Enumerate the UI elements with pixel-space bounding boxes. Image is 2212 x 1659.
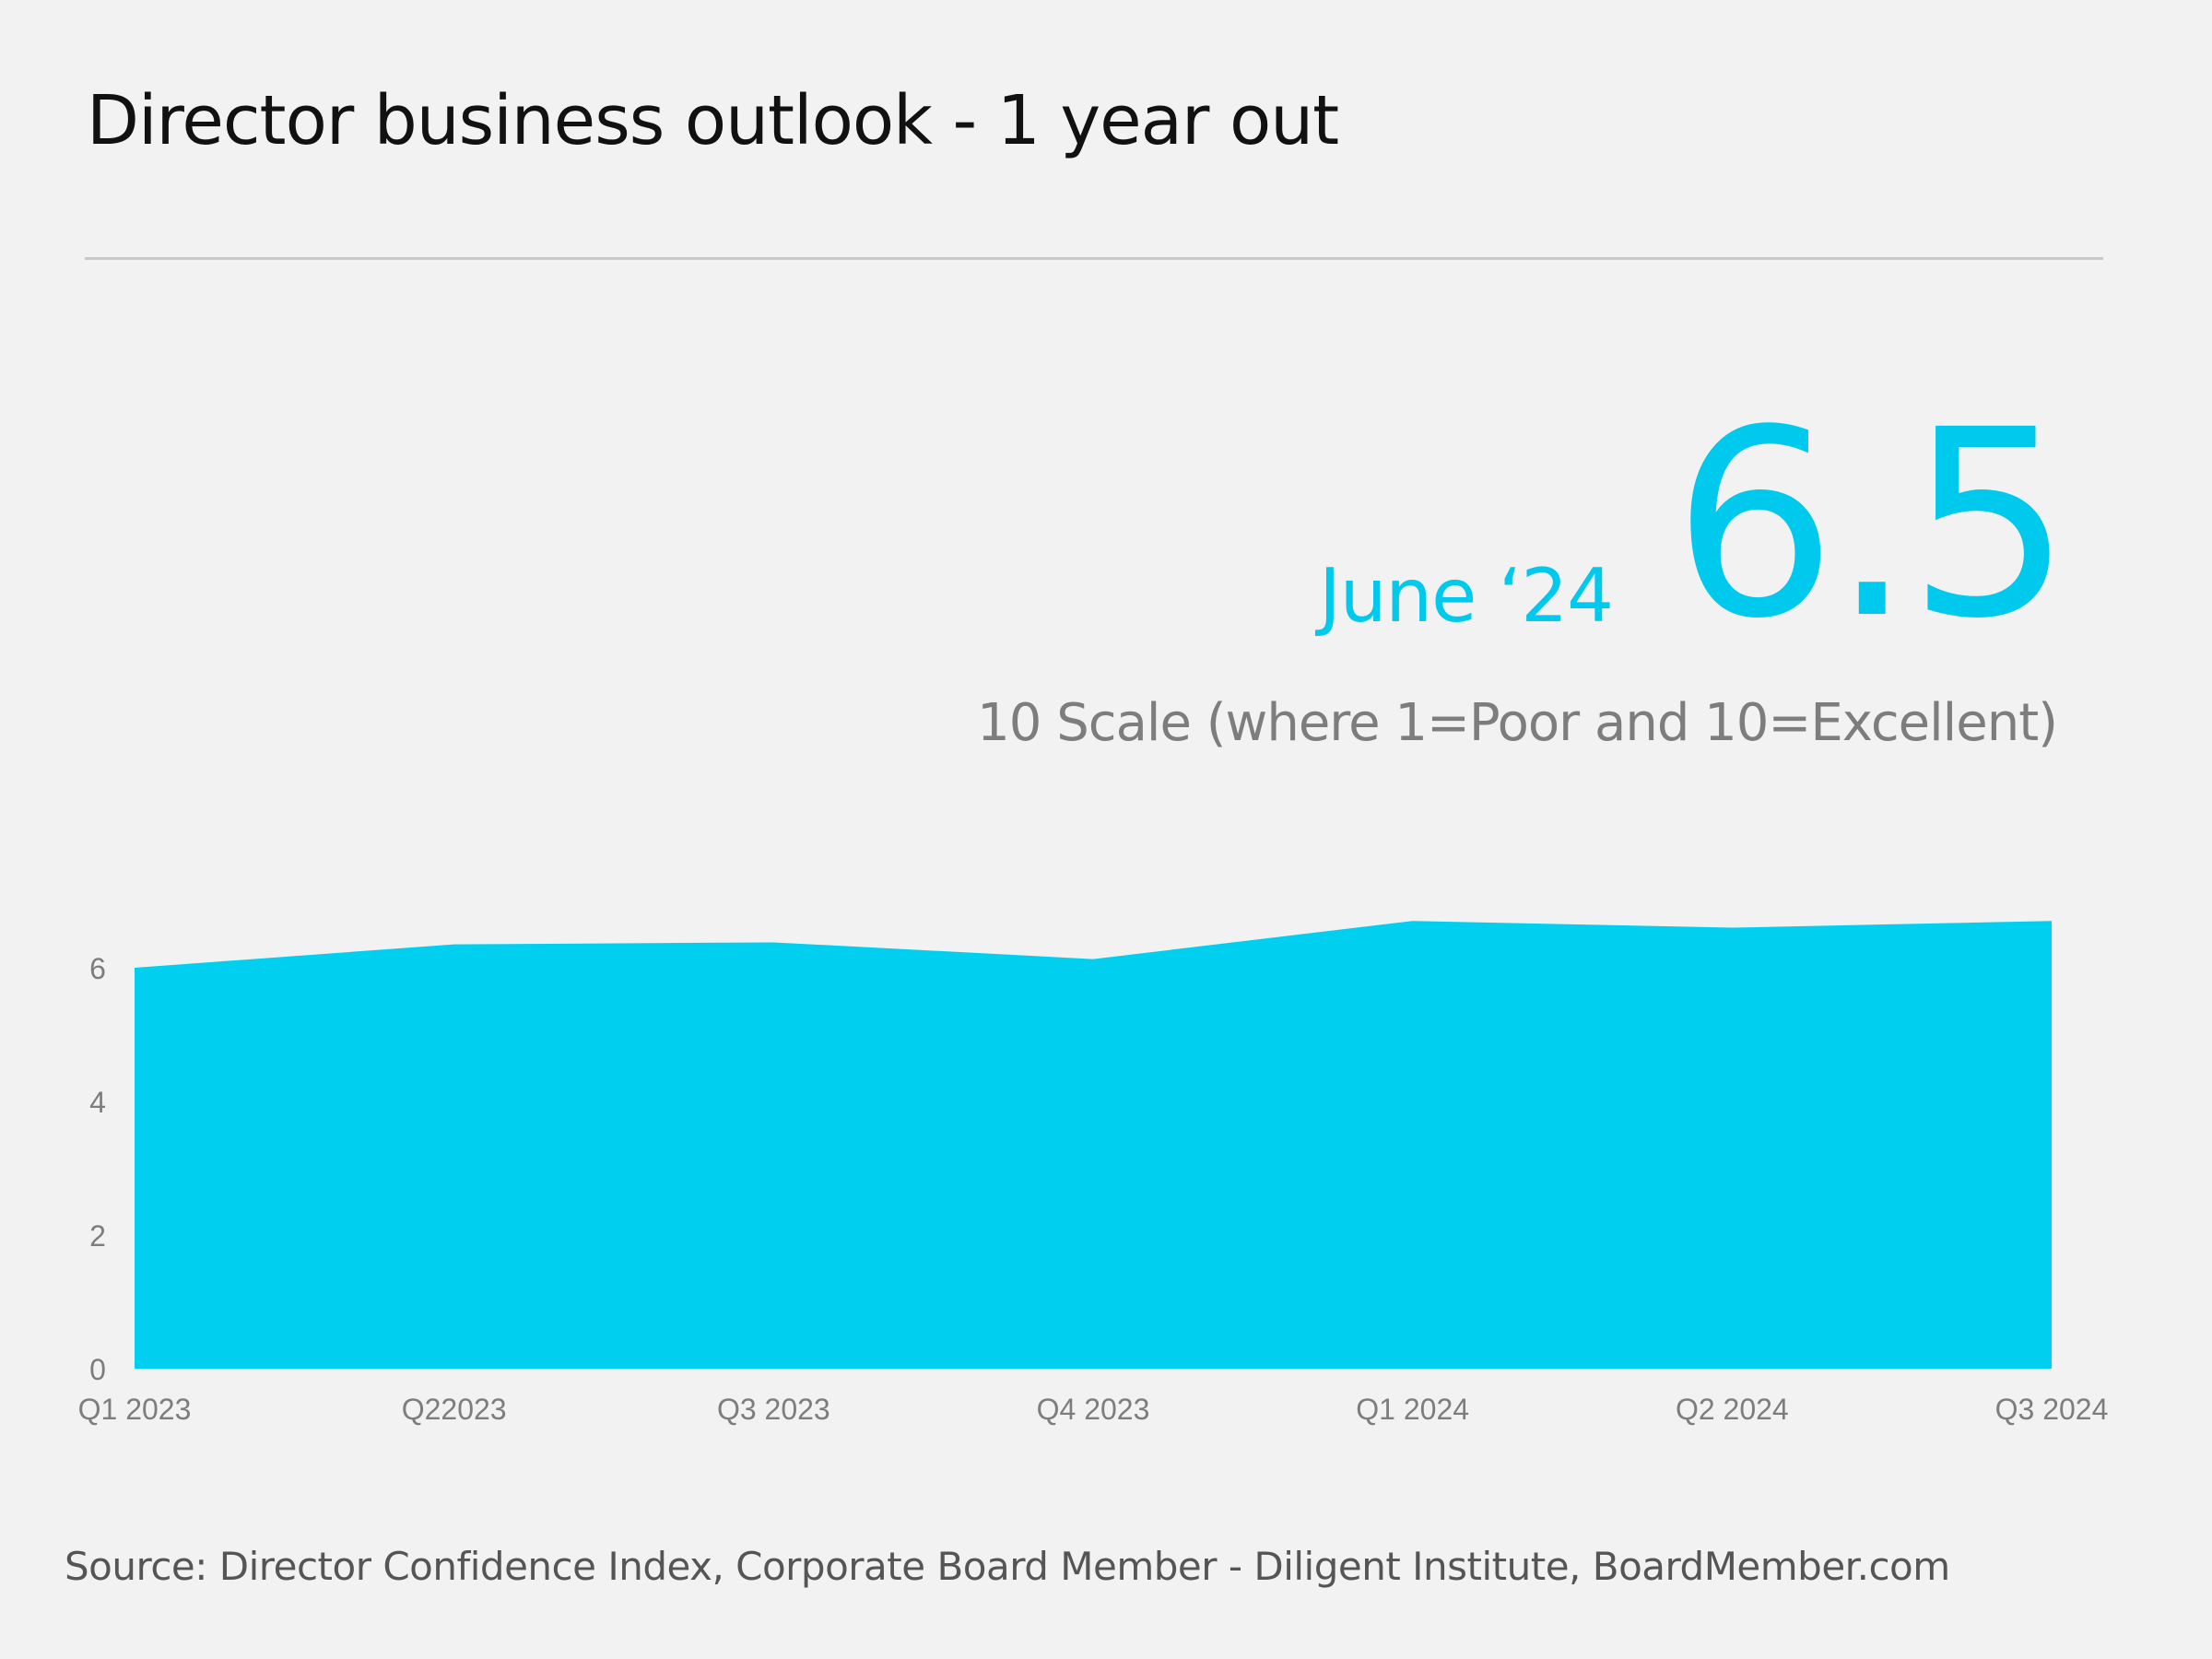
y-axis: 0 2 4 6 (89, 952, 106, 1386)
series-area (135, 921, 2052, 1369)
kpi-scale-note: 10 Scale (where 1=Poor and 10=Excellent) (977, 693, 2058, 753)
x-tick-label: Q22023 (402, 1393, 507, 1426)
source-note: Source: Director Confidence Index, Corpo… (65, 1544, 1950, 1589)
kpi-value: 6.5 (1672, 375, 2072, 676)
x-tick-label: Q1 2024 (1356, 1393, 1469, 1426)
x-tick-label: Q1 2023 (78, 1393, 192, 1426)
kpi-period-label: June ‘24 (1319, 553, 1614, 639)
y-tick-label: 6 (89, 952, 106, 985)
title-divider (85, 257, 2103, 260)
y-tick-label: 2 (89, 1219, 106, 1253)
x-tick-label: Q4 2023 (1037, 1393, 1150, 1426)
x-tick-label: Q3 2024 (1995, 1393, 2109, 1426)
y-tick-label: 0 (89, 1353, 106, 1386)
x-tick-label: Q2 2024 (1676, 1393, 1789, 1426)
chart-title: Director business outlook - 1 year out (87, 81, 1339, 160)
x-axis: Q1 2023 Q22023 Q3 2023 Q4 2023 Q1 2024 Q2 202… (78, 1393, 2109, 1426)
x-tick-label: Q3 2023 (717, 1393, 830, 1426)
y-tick-label: 4 (89, 1086, 106, 1119)
plot-area (135, 921, 2052, 1369)
